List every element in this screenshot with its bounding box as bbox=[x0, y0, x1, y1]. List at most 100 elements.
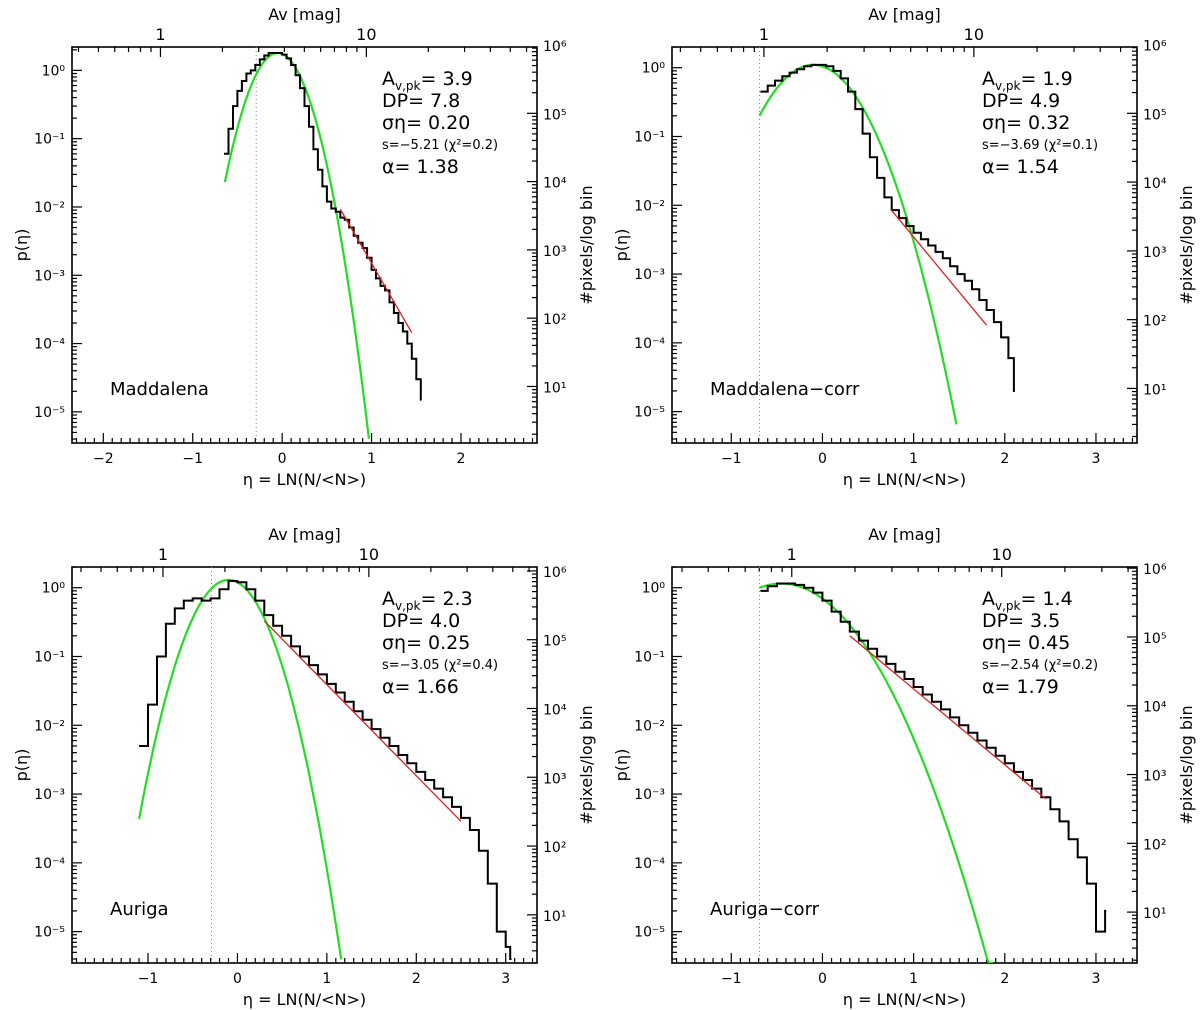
region-name: Maddalena−corr bbox=[710, 379, 860, 400]
power-law-fit bbox=[849, 635, 1047, 800]
x-tick-label: 2 bbox=[457, 451, 466, 467]
y-tick-label: 10⁻³ bbox=[634, 787, 665, 803]
lognormal-fit bbox=[758, 63, 958, 425]
right-tick-label: 10⁵ bbox=[1143, 107, 1166, 123]
right-tick-label: 10² bbox=[1143, 837, 1166, 853]
top-tick-label: 10 bbox=[964, 25, 984, 44]
right-tick-label: 10⁵ bbox=[543, 107, 566, 123]
top-tick-label: 10 bbox=[359, 545, 379, 564]
annotation-sigma: ση= 0.20 bbox=[382, 112, 470, 134]
annotation-sigma: ση= 0.25 bbox=[382, 632, 470, 654]
annotation-dp: DP= 3.5 bbox=[982, 610, 1060, 632]
annotation-alpha: α= 1.54 bbox=[982, 156, 1059, 178]
y-tick-label: 10⁻³ bbox=[34, 787, 65, 803]
annotation-alpha: α= 1.66 bbox=[382, 676, 459, 698]
annotation-dp: DP= 4.0 bbox=[382, 610, 460, 632]
y-tick-label: 10⁰ bbox=[42, 581, 66, 597]
panel-maddalena: −2 −1 0 1 2 10⁻⁵ 10⁻⁴ 10⁻³ 10⁻² 10⁻¹ 10⁰ 10¹ 10² 10³ 1… bbox=[12, 5, 596, 489]
x-axis-label: η = LN(N/<N>) bbox=[843, 470, 966, 489]
right-tick-label: 10³ bbox=[1143, 245, 1166, 261]
region-name: Auriga−corr bbox=[710, 899, 820, 920]
x-tick-label: 1 bbox=[909, 971, 918, 987]
y-tick-label: 10⁻⁵ bbox=[634, 925, 665, 941]
y-tick-label: 10⁰ bbox=[42, 63, 66, 79]
y-axis-label: p(η) bbox=[612, 749, 631, 782]
region-name: Maddalena bbox=[110, 379, 209, 400]
power-law-fit bbox=[339, 208, 413, 334]
y-tick-label: 10⁰ bbox=[642, 61, 666, 77]
y-tick-label: 10⁻² bbox=[634, 198, 665, 214]
right-tick-label: 10⁵ bbox=[543, 634, 566, 650]
y-tick-label: 10⁻¹ bbox=[634, 649, 665, 665]
y-tick-label: 10⁻² bbox=[34, 200, 65, 216]
right-tick-label: 10² bbox=[543, 840, 566, 856]
right-tick-label: 10⁵ bbox=[1143, 631, 1166, 647]
annotation-alpha: α= 1.38 bbox=[382, 156, 459, 178]
y-tick-label: 10⁻² bbox=[34, 718, 65, 734]
y-tick-label: 10⁻⁵ bbox=[634, 405, 665, 421]
right-tick-label: 10⁶ bbox=[1143, 562, 1167, 578]
y-axis-label: p(η) bbox=[12, 229, 31, 262]
right-tick-label: 10⁴ bbox=[1143, 176, 1167, 192]
y-axis-label: p(η) bbox=[12, 749, 31, 782]
x-axis-label: η = LN(N/<N>) bbox=[243, 470, 366, 489]
y-tick-label: 10⁻⁵ bbox=[34, 925, 65, 941]
annotation-slope: s=−3.05 (χ²=0.4) bbox=[382, 658, 498, 673]
x-tick-label: −1 bbox=[721, 451, 742, 467]
right-tick-label: 10⁴ bbox=[543, 702, 567, 718]
top-axis-label: Av [mag] bbox=[868, 5, 941, 24]
top-axis-label: Av [mag] bbox=[268, 5, 341, 24]
right-tick-label: 10³ bbox=[1143, 769, 1166, 785]
right-axis-label: #pixels/log bin bbox=[577, 185, 596, 304]
axes-box bbox=[71, 566, 538, 964]
x-tick-label: 0 bbox=[233, 971, 242, 987]
annotation-alpha: α= 1.79 bbox=[982, 676, 1059, 698]
right-tick-label: 10² bbox=[1143, 314, 1166, 330]
lognormal-fit bbox=[759, 582, 993, 963]
annotation-dp: DP= 4.9 bbox=[982, 90, 1060, 112]
x-tick-label: 3 bbox=[501, 971, 510, 987]
y-axis-label: p(η) bbox=[612, 229, 631, 262]
y-tick-label: 10⁻³ bbox=[634, 267, 665, 283]
y-tick-label: 10⁻⁴ bbox=[634, 856, 665, 872]
annotation-sigma: ση= 0.45 bbox=[982, 632, 1070, 654]
right-tick-label: 10¹ bbox=[1143, 382, 1166, 398]
histogram-series bbox=[760, 63, 1015, 392]
y-tick-label: 10⁻⁴ bbox=[34, 856, 65, 872]
panel-auriga: −1 0 1 2 3 10⁻⁵ 10⁻⁴ 10⁻³ 10⁻² 10⁻¹ 10⁰ 10¹ 10² 10³ 10… bbox=[12, 525, 596, 1009]
y-tick-label: 10⁻¹ bbox=[34, 132, 65, 148]
right-axis-label: #pixels/log bin bbox=[577, 705, 596, 824]
x-tick-label: 0 bbox=[818, 451, 827, 467]
x-axis-label: η = LN(N/<N>) bbox=[843, 990, 966, 1009]
y-tick-label: 10⁻² bbox=[634, 718, 665, 734]
right-axis-label: #pixels/log bin bbox=[1177, 705, 1196, 824]
y-tick-label: 10⁻¹ bbox=[634, 129, 665, 145]
right-tick-label: 10⁴ bbox=[543, 176, 567, 192]
y-tick-label: 10⁻³ bbox=[34, 268, 65, 284]
x-tick-label: 2 bbox=[1000, 451, 1009, 467]
right-tick-label: 10⁶ bbox=[543, 565, 567, 581]
right-tick-label: 10⁴ bbox=[1143, 700, 1167, 716]
top-axis-label: Av [mag] bbox=[268, 525, 341, 544]
annotation-dp: DP= 7.8 bbox=[382, 90, 460, 112]
right-tick-label: 10¹ bbox=[543, 380, 566, 396]
annotation-slope: s=−5.21 (χ²=0.2) bbox=[382, 138, 498, 153]
x-tick-label: −2 bbox=[93, 451, 114, 467]
region-name: Auriga bbox=[110, 899, 169, 920]
top-axis-label: Av [mag] bbox=[868, 525, 941, 544]
top-tick-label: 1 bbox=[155, 25, 165, 44]
top-tick-label: 1 bbox=[158, 545, 168, 564]
panel-maddalena-corr: −1 0 1 2 3 10⁻⁵ 10⁻⁴ 10⁻³ 10⁻² 10⁻¹ 10⁰ 10¹ 10² 10³ 10… bbox=[612, 5, 1196, 489]
right-tick-label: 10⁶ bbox=[543, 39, 567, 55]
right-axis-label: #pixels/log bin bbox=[1177, 185, 1196, 304]
right-tick-label: 10² bbox=[543, 312, 566, 328]
histogram-series bbox=[224, 52, 422, 401]
annotation-sigma: ση= 0.32 bbox=[982, 112, 1070, 134]
right-tick-label: 10³ bbox=[543, 244, 566, 260]
lognormal-fit bbox=[223, 51, 370, 439]
top-tick-label: 1 bbox=[787, 545, 797, 564]
power-law-fit bbox=[890, 209, 988, 326]
right-tick-label: 10⁶ bbox=[1143, 39, 1167, 55]
y-tick-label: 10⁻⁴ bbox=[34, 337, 65, 353]
